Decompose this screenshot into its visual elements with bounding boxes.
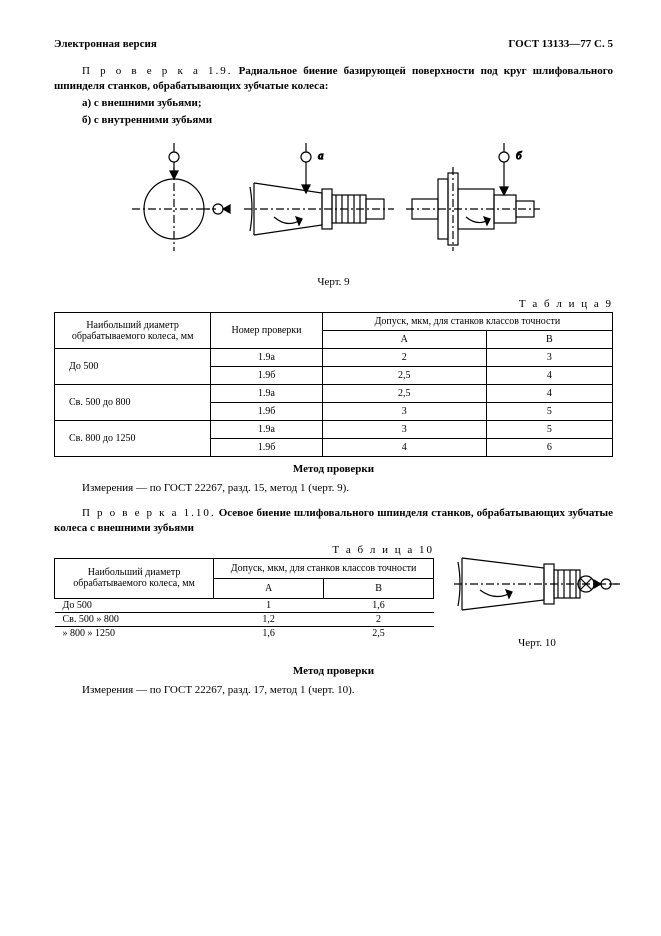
fig9-label-a: а xyxy=(318,150,324,162)
page-header: Электронная версия ГОСТ 13133—77 С. 5 xyxy=(54,38,613,50)
check-1-10-num: П р о в е р к а 1.10. xyxy=(82,507,216,519)
figure-10-caption: Черт. 10 xyxy=(452,637,622,649)
figure-10: Черт. 10 xyxy=(452,538,622,659)
table-row: Св. 800 до 1250 1.9а 3 5 xyxy=(55,421,613,439)
t9-ha: А xyxy=(322,331,486,349)
header-left: Электронная версия xyxy=(54,38,157,50)
check-1-9-b: б) с внутренними зубьями xyxy=(54,113,613,128)
figure-9: а б xyxy=(54,137,613,270)
table-9: Наибольший диаметр обрабатываемого колес… xyxy=(54,312,613,457)
method-10-text: Измерения — по ГОСТ 22267, разд. 17, мет… xyxy=(54,683,613,698)
table-row: Св. 500 » 8001,22 xyxy=(55,612,434,626)
figure-9-caption: Черт. 9 xyxy=(54,276,613,288)
method-9-title: Метод проверки xyxy=(54,463,613,475)
header-right: ГОСТ 13133—77 С. 5 xyxy=(508,38,613,50)
table-9-label: Т а б л и ц а 9 xyxy=(54,298,613,310)
t9-h2: Номер проверки xyxy=(211,313,323,349)
t9-h1: Наибольший диаметр обрабатываемого колес… xyxy=(55,313,211,349)
table-row: Св. 500 до 800 1.9а 2,5 4 xyxy=(55,385,613,403)
check-1-9-num: П р о в е р к а 1.9. xyxy=(82,65,232,77)
table-row: » 800 » 12501,62,5 xyxy=(55,626,434,640)
fig9-label-b: б xyxy=(516,150,522,162)
check-1-10: П р о в е р к а 1.10. Осевое биение шлиф… xyxy=(54,506,613,536)
method-10-title: Метод проверки xyxy=(54,665,613,677)
check-1-9-lead: П р о в е р к а 1.9. Радиальное биение б… xyxy=(54,64,613,94)
t10-h1: Наибольший диаметр обрабатываемого колес… xyxy=(55,558,214,598)
method-9-text: Измерения — по ГОСТ 22267, разд. 15, мет… xyxy=(54,481,613,496)
t9-hspan: Допуск, мкм, для станков классов точност… xyxy=(322,313,612,331)
t10-hspan: Допуск, мкм, для станков классов точност… xyxy=(214,558,434,578)
table-10-label: Т а б л и ц а 10 xyxy=(54,544,434,556)
table-row: До 500 1.9а 2 3 xyxy=(55,349,613,367)
t9-hb: В xyxy=(486,331,612,349)
table-row: До 50011,6 xyxy=(55,598,434,612)
t10-hb: В xyxy=(324,578,434,598)
table-10: Наибольший диаметр обрабатываемого колес… xyxy=(54,558,434,640)
t10-ha: А xyxy=(214,578,324,598)
check-1-9-a: а) с внешними зубьями; xyxy=(54,96,613,111)
